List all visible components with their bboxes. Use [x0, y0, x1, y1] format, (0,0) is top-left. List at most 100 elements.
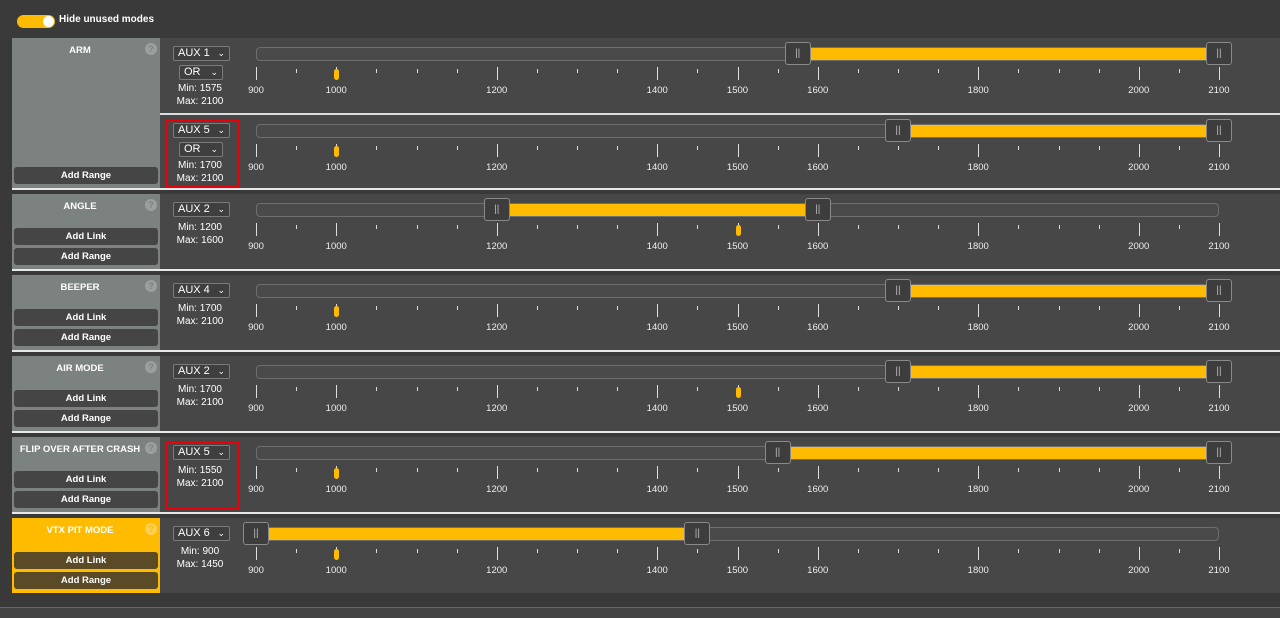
- major-tick: [737, 144, 739, 157]
- add-link-button[interactable]: Add Link: [14, 390, 158, 407]
- minor-tick: [456, 225, 458, 229]
- min-handle[interactable]: ||: [483, 198, 510, 221]
- logic-value: OR: [184, 66, 201, 78]
- scale-label: 1400: [646, 484, 668, 495]
- logic-select[interactable]: OR ⌄: [179, 142, 223, 157]
- min-handle[interactable]: ||: [784, 42, 811, 65]
- channel-value: AUX 4: [178, 284, 210, 296]
- major-tick: [256, 304, 257, 317]
- mode-buttons: Add Link Add Range: [14, 549, 158, 589]
- add-link-button[interactable]: Add Link: [14, 471, 158, 488]
- help-icon[interactable]: ?: [145, 361, 157, 373]
- major-tick: [737, 466, 739, 479]
- add-link-button[interactable]: Add Link: [14, 309, 158, 326]
- minor-tick: [296, 387, 298, 391]
- hide-unused-modes-toggle[interactable]: [17, 15, 55, 28]
- range-fill: [496, 204, 818, 216]
- add-link-button[interactable]: Add Link: [14, 228, 158, 245]
- scale-label: 1800: [967, 484, 989, 495]
- channel-select[interactable]: AUX 2 ⌄: [173, 364, 230, 379]
- add-range-button[interactable]: Add Range: [14, 248, 158, 265]
- max-handle[interactable]: ||: [1206, 360, 1232, 383]
- chevron-down-icon: ⌄: [217, 125, 225, 135]
- channel-select[interactable]: AUX 6 ⌄: [173, 526, 230, 541]
- help-icon[interactable]: ?: [145, 442, 157, 454]
- range-max-label: Max: 2100: [176, 96, 224, 107]
- min-handle[interactable]: ||: [885, 279, 911, 302]
- minor-tick: [1098, 306, 1100, 310]
- minor-tick: [416, 146, 418, 150]
- max-handle[interactable]: ||: [1206, 119, 1232, 142]
- add-range-button[interactable]: Add Range: [14, 167, 158, 184]
- min-handle[interactable]: ||: [243, 522, 269, 545]
- minor-tick: [697, 69, 699, 73]
- scale-label: 1000: [325, 322, 347, 333]
- minor-tick: [617, 69, 619, 73]
- channel-select[interactable]: AUX 5 ⌄: [173, 123, 230, 138]
- minor-tick: [376, 387, 378, 391]
- channel-select[interactable]: AUX 1 ⌄: [173, 46, 230, 61]
- range-max-label: Max: 2100: [176, 478, 224, 489]
- minor-tick: [416, 468, 418, 472]
- channel-select[interactable]: AUX 4 ⌄: [173, 283, 230, 298]
- max-handle[interactable]: ||: [1206, 279, 1232, 302]
- max-handle[interactable]: ||: [804, 198, 831, 221]
- help-icon[interactable]: ?: [145, 523, 157, 535]
- min-handle[interactable]: ||: [885, 360, 911, 383]
- help-icon[interactable]: ?: [145, 199, 157, 211]
- minor-tick: [617, 468, 619, 472]
- major-tick: [1138, 144, 1140, 157]
- add-link-button[interactable]: Add Link: [14, 552, 158, 569]
- top-bar: Hide unused modes: [0, 0, 1280, 38]
- chevron-down-icon: ⌄: [217, 204, 225, 214]
- mode-air-mode: AIR MODE? Add Link Add Range AUX 2 ⌄ Min: 170…: [12, 356, 1280, 433]
- scale-label: 2000: [1128, 322, 1150, 333]
- add-range-button[interactable]: Add Range: [14, 329, 158, 346]
- major-tick: [657, 67, 659, 80]
- scale-label: 1800: [967, 162, 989, 173]
- minor-tick: [577, 225, 578, 229]
- channel-select[interactable]: AUX 2 ⌄: [173, 202, 230, 217]
- minor-tick: [536, 387, 538, 391]
- max-handle[interactable]: ||: [684, 522, 711, 545]
- minor-tick: [1058, 468, 1060, 472]
- major-tick: [657, 144, 659, 157]
- scale-label: 900: [248, 241, 264, 252]
- major-tick: [657, 223, 659, 236]
- range-row: AUX 2 ⌄ Min: 1700 Max: 2100 || || 900 1000 1200 1…: [160, 356, 1280, 431]
- minor-tick: [1098, 225, 1100, 229]
- minor-tick: [697, 468, 699, 472]
- major-tick: [496, 67, 498, 80]
- major-tick: [256, 547, 257, 560]
- logic-select[interactable]: OR ⌄: [179, 65, 223, 80]
- minor-tick: [777, 549, 779, 553]
- add-range-button[interactable]: Add Range: [14, 410, 158, 427]
- minor-tick: [456, 146, 458, 150]
- channel-select[interactable]: AUX 5 ⌄: [173, 445, 230, 460]
- major-tick: [336, 385, 338, 398]
- min-handle[interactable]: ||: [764, 441, 791, 464]
- minor-tick: [376, 549, 378, 553]
- scale-label: 1000: [325, 484, 347, 495]
- minor-tick: [617, 549, 619, 553]
- minor-tick: [536, 549, 538, 553]
- add-range-button[interactable]: Add Range: [14, 491, 158, 508]
- major-tick: [657, 304, 659, 317]
- scale-label: 1200: [486, 322, 508, 333]
- help-icon[interactable]: ?: [145, 280, 157, 292]
- scale-label: 900: [248, 565, 264, 576]
- mode-beeper: BEEPER? Add Link Add Range AUX 4 ⌄ Min: 1700 M…: [12, 275, 1280, 352]
- mode-name: VTX PIT MODE: [46, 525, 114, 536]
- major-tick: [978, 547, 980, 560]
- scale-label: 1000: [325, 241, 347, 252]
- channel-value-indicator: [334, 549, 340, 560]
- major-tick: [1138, 547, 1140, 560]
- major-tick: [817, 67, 819, 80]
- max-handle[interactable]: ||: [1206, 441, 1232, 464]
- min-handle[interactable]: ||: [885, 119, 911, 142]
- max-handle[interactable]: ||: [1206, 42, 1232, 65]
- scale-label: 1800: [967, 241, 989, 252]
- minor-tick: [938, 468, 940, 472]
- add-range-button[interactable]: Add Range: [14, 572, 158, 589]
- help-icon[interactable]: ?: [145, 43, 157, 55]
